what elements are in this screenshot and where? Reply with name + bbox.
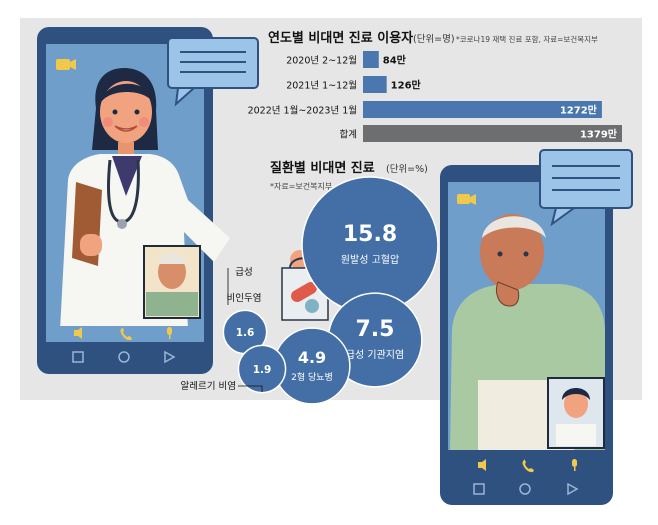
usage-bar-value-label: 84만 [383,54,407,67]
disease-bubble-value: 1.9 [253,364,272,376]
microphone-icon[interactable] [572,459,577,471]
usage-bar-value-label: 1379만 [580,128,618,141]
disease-bubble-category: 원발성 고혈압 [341,253,399,266]
usage-bar [363,101,602,118]
square-nav-icon[interactable] [72,351,84,363]
circle-nav-icon[interactable] [118,351,130,363]
disease-bubble-category: 비인두염 [227,293,262,304]
doctor-illustration [60,68,310,330]
usage-bar [363,51,379,68]
usage-bar [363,76,387,93]
microphone-icon[interactable] [167,327,172,339]
usage-bars: 2020년 2~12월 84만 2021년 1~12월 126만 2022년 1월~20… [248,51,622,142]
usage-bar-category-label: 2020년 2~12월 [286,55,357,67]
disease-bubble-value: 1.6 [236,327,255,339]
disease-bubbles: 15.8 원발성 고혈압 7.5 급성 기관지염 4.9 2형 당뇨병 1.6 1.9 급성비인… [181,176,439,405]
disease-chart-unit: (단위=%) [386,163,428,175]
disease-bubble-category: 알레르기 비염 [181,381,236,392]
disease-bubble-category: 2형 당뇨병 [291,372,333,383]
disease-chart: 질환별 비대면 진료 (단위=%) *자료=보건복지부 15.8 원발성 고혈압 7… [181,160,439,405]
disease-bubble-category: 급성 기관지염 [346,349,404,361]
square-nav-icon[interactable] [473,483,485,495]
left-phone-nav-bar [72,350,176,364]
video-camera-icon[interactable] [457,194,476,205]
usage-chart: 연도별 비대면 진료 이용자 (단위=명) *코로나19 재택 진료 포함, 자… [248,30,622,142]
disease-bubble-value: 15.8 [343,222,397,247]
right-phone-nav-bar [473,482,579,496]
patient-inset-video [143,245,201,319]
chat-bubble-icon [167,37,259,107]
disease-bubble-value: 4.9 [298,348,326,367]
phone-icon[interactable] [522,459,535,473]
usage-bar-category-label: 2022년 1월~2023년 1월 [248,105,357,117]
usage-chart-title: 연도별 비대면 진료 이용자 [268,30,413,46]
left-phone-call-bar [46,326,204,342]
chat-bubble-icon [539,149,633,227]
video-camera-icon[interactable] [56,59,76,70]
disease-bubble [237,344,287,394]
doctor-inset-video [547,377,605,449]
leader-line [238,385,263,392]
usage-bar-value-label: 126만 [391,79,422,92]
circle-nav-icon[interactable] [519,483,531,495]
disease-chart-title: 질환별 비대면 진료 [270,160,375,176]
phone-icon[interactable] [120,327,133,341]
right-phone [440,149,633,505]
right-phone-call-bar [478,459,577,473]
usage-bar-category-label: 2021년 1~12월 [286,80,357,92]
usage-bar-value-label: 1272만 [560,104,598,117]
usage-chart-unit: (단위=명) [413,33,455,45]
left-phone [37,27,310,374]
usage-bar-category-label: 합계 [340,129,357,141]
disease-chart-source: *자료=보건복지부 [270,181,332,191]
disease-bubble-value: 7.5 [356,317,395,342]
triangle-nav-icon[interactable] [567,482,579,496]
speaker-icon[interactable] [74,327,82,339]
speaker-icon[interactable] [478,459,486,471]
usage-chart-note: *코로나19 재택 진료 포함, 자료=보건복지부 [456,34,598,44]
usage-bar [363,125,622,142]
triangle-nav-icon[interactable] [164,350,176,364]
disease-bubble-category: 급성 [235,267,252,278]
